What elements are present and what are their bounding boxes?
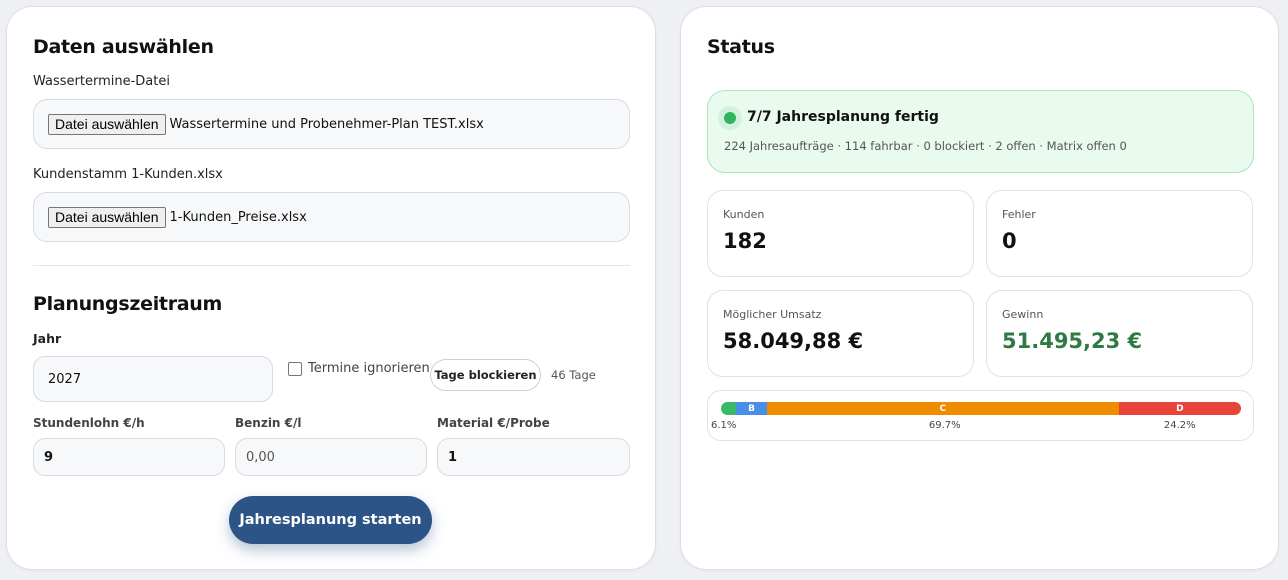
distribution-segment — [721, 402, 737, 415]
status-headline: 7/7 Jahresplanung fertig — [747, 109, 939, 125]
card-label: Fehler — [1002, 208, 1036, 221]
card-label: Kunden — [723, 208, 765, 221]
card-value: 51.495,23 € — [1002, 329, 1143, 353]
customer-file-label: Kundenstamm 1-Kunden.xlsx — [33, 167, 223, 182]
distribution-segment: D — [1118, 402, 1241, 415]
status-banner: 7/7 Jahresplanung fertig 224 Jahresauftr… — [707, 90, 1254, 173]
card-value: 182 — [723, 229, 767, 253]
block-days-button[interactable]: Tage blockieren — [430, 359, 541, 391]
status-detail: 224 Jahresaufträge · 114 fahrbar · 0 blo… — [724, 139, 1127, 153]
selected-filename: 1-Kunden_Preise.xlsx — [169, 209, 307, 225]
material-label: Material €/Probe — [437, 416, 550, 430]
fuel-label: Benzin €/l — [235, 416, 302, 430]
wage-label: Stundenlohn €/h — [33, 416, 145, 430]
fuel-input[interactable]: 0,00 — [235, 438, 427, 476]
divider — [33, 265, 630, 266]
card-value: 58.049,88 € — [723, 329, 864, 353]
errors-card: Fehler 0 — [986, 190, 1253, 277]
status-dot-icon — [718, 106, 742, 130]
choose-file-button[interactable]: Datei auswählen — [48, 113, 166, 135]
selected-filename: Wassertermine und Probenehmer-Plan TEST.… — [169, 116, 484, 132]
customer-file-input[interactable]: Datei auswählen 1-Kunden_Preise.xlsx — [33, 192, 630, 242]
wage-input[interactable]: 9 — [33, 438, 225, 476]
blocked-days-count: 46 Tage — [551, 368, 596, 382]
card-label: Möglicher Umsatz — [723, 308, 822, 321]
ignore-dates-checkbox[interactable] — [288, 362, 302, 376]
distribution-segment: B — [736, 402, 767, 415]
status-panel: Status 7/7 Jahresplanung fertig 224 Jahr… — [680, 6, 1279, 570]
year-label: Jahr — [33, 331, 62, 346]
planning-title: Planungszeitraum — [33, 293, 223, 315]
choose-file-button[interactable]: Datei auswählen — [48, 206, 166, 228]
ignore-dates-label: Termine ignorieren — [308, 361, 430, 376]
year-input[interactable]: 2027 — [33, 356, 273, 402]
material-input[interactable]: 1 — [437, 438, 630, 476]
card-label: Gewinn — [1002, 308, 1044, 321]
revenue-card: Möglicher Umsatz 58.049,88 € — [707, 290, 974, 377]
customers-card: Kunden 182 — [707, 190, 974, 277]
start-planning-button[interactable]: Jahresplanung starten — [229, 496, 432, 544]
panel-title-status: Status — [707, 36, 775, 58]
distribution-percent-label: 6.1% — [711, 420, 737, 431]
distribution-segment: C — [766, 402, 1119, 415]
distribution-percent-label: 69.7% — [928, 420, 961, 431]
water-file-label: Wassertermine-Datei — [33, 74, 170, 89]
water-file-input[interactable]: Datei auswählen Wassertermine und Proben… — [33, 99, 630, 149]
distribution-percent-label: 24.2% — [1163, 420, 1196, 431]
profit-card: Gewinn 51.495,23 € — [986, 290, 1253, 377]
panel-title-data: Daten auswählen — [33, 36, 214, 58]
card-value: 0 — [1002, 229, 1017, 253]
data-panel: Daten auswählen Wassertermine-Datei Date… — [6, 6, 656, 570]
